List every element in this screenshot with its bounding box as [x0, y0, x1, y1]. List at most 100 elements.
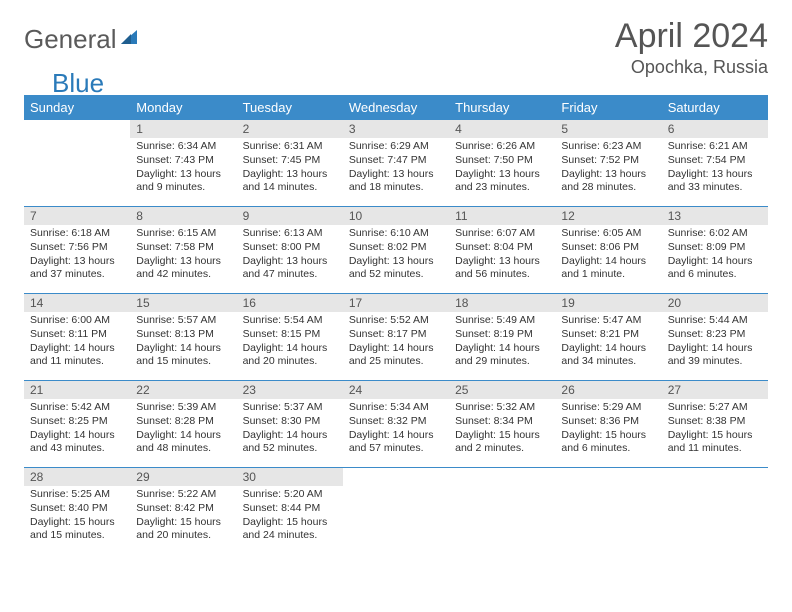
daylight-text: Daylight: 13 hours and 47 minutes. — [243, 255, 337, 282]
day-number: 23 — [237, 381, 343, 399]
sunrise-text: Sunrise: 5:57 AM — [136, 314, 230, 328]
sunrise-text: Sunrise: 5:37 AM — [243, 401, 337, 415]
daylight-text: Daylight: 14 hours and 20 minutes. — [243, 342, 337, 369]
day-details: Sunrise: 6:31 AMSunset: 7:45 PMDaylight:… — [237, 138, 343, 199]
sunset-text: Sunset: 7:52 PM — [561, 154, 655, 168]
day-details: Sunrise: 5:44 AMSunset: 8:23 PMDaylight:… — [662, 312, 768, 373]
calendar-day-cell: 2Sunrise: 6:31 AMSunset: 7:45 PMDaylight… — [237, 120, 343, 207]
calendar-day-cell: 9Sunrise: 6:13 AMSunset: 8:00 PMDaylight… — [237, 207, 343, 294]
logo-text-2: Blue — [52, 68, 792, 99]
sunset-text: Sunset: 8:38 PM — [668, 415, 762, 429]
daylight-text: Daylight: 13 hours and 52 minutes. — [349, 255, 443, 282]
sunrise-text: Sunrise: 6:29 AM — [349, 140, 443, 154]
day-details: Sunrise: 5:37 AMSunset: 8:30 PMDaylight:… — [237, 399, 343, 460]
sunset-text: Sunset: 7:58 PM — [136, 241, 230, 255]
calendar-day-cell: 16Sunrise: 5:54 AMSunset: 8:15 PMDayligh… — [237, 294, 343, 381]
sunset-text: Sunset: 8:19 PM — [455, 328, 549, 342]
calendar-week-row: 14Sunrise: 6:00 AMSunset: 8:11 PMDayligh… — [24, 294, 768, 381]
day-details: Sunrise: 5:29 AMSunset: 8:36 PMDaylight:… — [555, 399, 661, 460]
sunset-text: Sunset: 8:04 PM — [455, 241, 549, 255]
day-details: Sunrise: 5:34 AMSunset: 8:32 PMDaylight:… — [343, 399, 449, 460]
sunrise-text: Sunrise: 5:34 AM — [349, 401, 443, 415]
calendar-day-cell: 17Sunrise: 5:52 AMSunset: 8:17 PMDayligh… — [343, 294, 449, 381]
sunrise-text: Sunrise: 6:10 AM — [349, 227, 443, 241]
sunset-text: Sunset: 7:50 PM — [455, 154, 549, 168]
sunrise-text: Sunrise: 5:49 AM — [455, 314, 549, 328]
sunset-text: Sunset: 8:30 PM — [243, 415, 337, 429]
calendar-day-cell: 25Sunrise: 5:32 AMSunset: 8:34 PMDayligh… — [449, 381, 555, 468]
day-details: Sunrise: 6:34 AMSunset: 7:43 PMDaylight:… — [130, 138, 236, 199]
calendar-week-row: 7Sunrise: 6:18 AMSunset: 7:56 PMDaylight… — [24, 207, 768, 294]
day-number: 5 — [555, 120, 661, 138]
calendar-table: Sunday Monday Tuesday Wednesday Thursday… — [24, 95, 768, 554]
day-details: Sunrise: 6:23 AMSunset: 7:52 PMDaylight:… — [555, 138, 661, 199]
sunset-text: Sunset: 8:02 PM — [349, 241, 443, 255]
daylight-text: Daylight: 13 hours and 28 minutes. — [561, 168, 655, 195]
daylight-text: Daylight: 14 hours and 6 minutes. — [668, 255, 762, 282]
calendar-day-cell: 29Sunrise: 5:22 AMSunset: 8:42 PMDayligh… — [130, 468, 236, 555]
day-number: 17 — [343, 294, 449, 312]
daylight-text: Daylight: 15 hours and 24 minutes. — [243, 516, 337, 543]
sunrise-text: Sunrise: 5:47 AM — [561, 314, 655, 328]
day-details: Sunrise: 5:39 AMSunset: 8:28 PMDaylight:… — [130, 399, 236, 460]
calendar-day-cell: 11Sunrise: 6:07 AMSunset: 8:04 PMDayligh… — [449, 207, 555, 294]
day-number: 7 — [24, 207, 130, 225]
daylight-text: Daylight: 14 hours and 48 minutes. — [136, 429, 230, 456]
day-details: Sunrise: 5:54 AMSunset: 8:15 PMDaylight:… — [237, 312, 343, 373]
daylight-text: Daylight: 13 hours and 9 minutes. — [136, 168, 230, 195]
sunrise-text: Sunrise: 6:18 AM — [30, 227, 124, 241]
calendar-day-cell: 20Sunrise: 5:44 AMSunset: 8:23 PMDayligh… — [662, 294, 768, 381]
day-details: Sunrise: 6:29 AMSunset: 7:47 PMDaylight:… — [343, 138, 449, 199]
daylight-text: Daylight: 15 hours and 11 minutes. — [668, 429, 762, 456]
daylight-text: Daylight: 14 hours and 57 minutes. — [349, 429, 443, 456]
sunset-text: Sunset: 8:44 PM — [243, 502, 337, 516]
calendar-day-cell: 14Sunrise: 6:00 AMSunset: 8:11 PMDayligh… — [24, 294, 130, 381]
sunset-text: Sunset: 8:15 PM — [243, 328, 337, 342]
day-number: 2 — [237, 120, 343, 138]
day-details: Sunrise: 6:02 AMSunset: 8:09 PMDaylight:… — [662, 225, 768, 286]
daylight-text: Daylight: 13 hours and 37 minutes. — [30, 255, 124, 282]
day-details: Sunrise: 6:26 AMSunset: 7:50 PMDaylight:… — [449, 138, 555, 199]
sunset-text: Sunset: 8:11 PM — [30, 328, 124, 342]
daylight-text: Daylight: 13 hours and 56 minutes. — [455, 255, 549, 282]
calendar-day-cell: 7Sunrise: 6:18 AMSunset: 7:56 PMDaylight… — [24, 207, 130, 294]
day-number: 19 — [555, 294, 661, 312]
sunset-text: Sunset: 7:54 PM — [668, 154, 762, 168]
calendar-day-cell: 1Sunrise: 6:34 AMSunset: 7:43 PMDaylight… — [130, 120, 236, 207]
calendar-day-cell — [555, 468, 661, 555]
sunset-text: Sunset: 7:47 PM — [349, 154, 443, 168]
day-number: 30 — [237, 468, 343, 486]
sunrise-text: Sunrise: 6:07 AM — [455, 227, 549, 241]
day-number: 16 — [237, 294, 343, 312]
day-number: 4 — [449, 120, 555, 138]
sunset-text: Sunset: 8:25 PM — [30, 415, 124, 429]
sunrise-text: Sunrise: 5:25 AM — [30, 488, 124, 502]
calendar-day-cell: 13Sunrise: 6:02 AMSunset: 8:09 PMDayligh… — [662, 207, 768, 294]
sunset-text: Sunset: 8:40 PM — [30, 502, 124, 516]
day-number: 1 — [130, 120, 236, 138]
day-number: 21 — [24, 381, 130, 399]
day-details: Sunrise: 5:27 AMSunset: 8:38 PMDaylight:… — [662, 399, 768, 460]
sunset-text: Sunset: 8:23 PM — [668, 328, 762, 342]
sunset-text: Sunset: 7:43 PM — [136, 154, 230, 168]
daylight-text: Daylight: 13 hours and 33 minutes. — [668, 168, 762, 195]
day-number: 26 — [555, 381, 661, 399]
calendar-day-cell: 10Sunrise: 6:10 AMSunset: 8:02 PMDayligh… — [343, 207, 449, 294]
calendar-day-cell: 6Sunrise: 6:21 AMSunset: 7:54 PMDaylight… — [662, 120, 768, 207]
sunset-text: Sunset: 8:13 PM — [136, 328, 230, 342]
calendar-day-cell: 12Sunrise: 6:05 AMSunset: 8:06 PMDayligh… — [555, 207, 661, 294]
sunrise-text: Sunrise: 6:15 AM — [136, 227, 230, 241]
day-number: 15 — [130, 294, 236, 312]
calendar-day-cell — [449, 468, 555, 555]
daylight-text: Daylight: 14 hours and 43 minutes. — [30, 429, 124, 456]
day-details: Sunrise: 6:21 AMSunset: 7:54 PMDaylight:… — [662, 138, 768, 199]
calendar-day-cell: 5Sunrise: 6:23 AMSunset: 7:52 PMDaylight… — [555, 120, 661, 207]
calendar-day-cell: 15Sunrise: 5:57 AMSunset: 8:13 PMDayligh… — [130, 294, 236, 381]
calendar-day-cell: 27Sunrise: 5:27 AMSunset: 8:38 PMDayligh… — [662, 381, 768, 468]
daylight-text: Daylight: 14 hours and 25 minutes. — [349, 342, 443, 369]
day-number: 18 — [449, 294, 555, 312]
sunset-text: Sunset: 8:36 PM — [561, 415, 655, 429]
daylight-text: Daylight: 14 hours and 39 minutes. — [668, 342, 762, 369]
sunrise-text: Sunrise: 5:39 AM — [136, 401, 230, 415]
sunset-text: Sunset: 8:00 PM — [243, 241, 337, 255]
